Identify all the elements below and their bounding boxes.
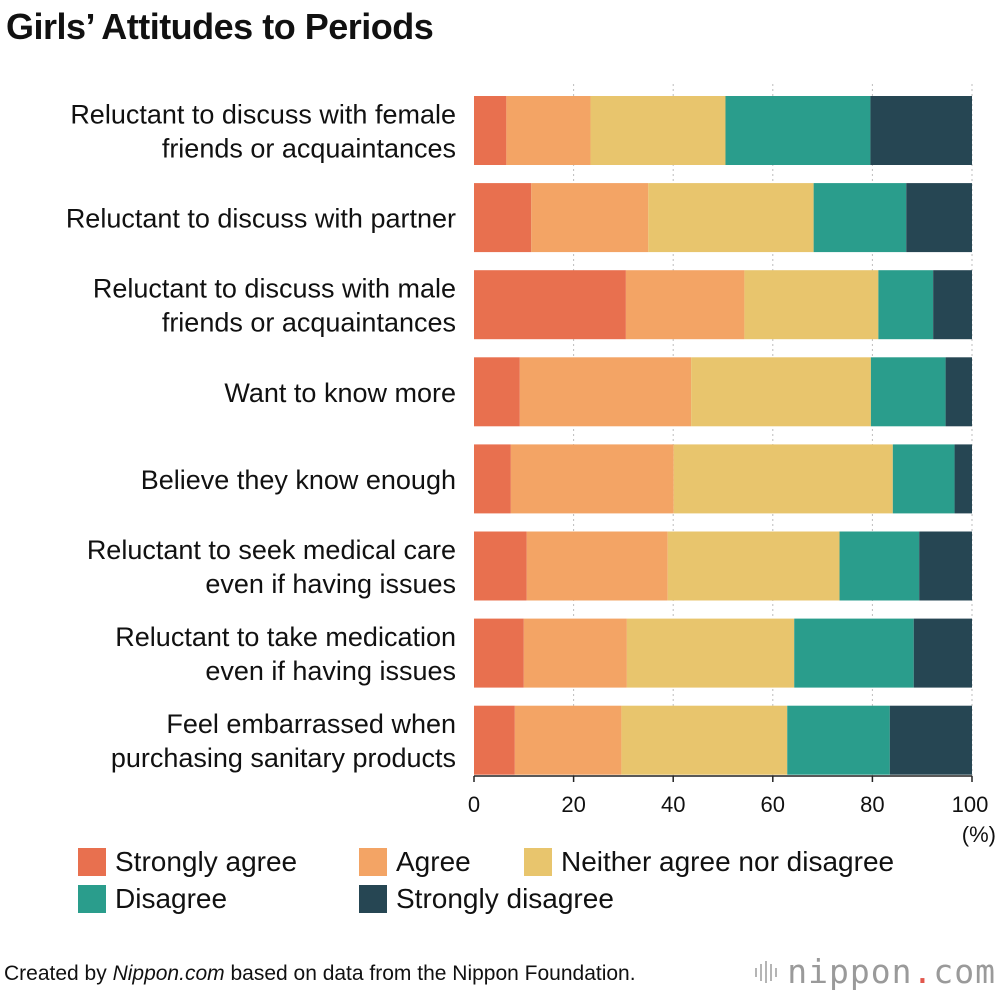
legend-item-strongly-disagree: Strongly disagree xyxy=(359,883,614,915)
x-tick-label: 0 xyxy=(468,792,480,817)
category-label-line: Reluctant to take medication xyxy=(115,622,456,652)
x-tick-label: 60 xyxy=(761,792,785,817)
category-label: Reluctant to seek medical care even if ha… xyxy=(87,535,456,599)
brand-logo: nippon.com xyxy=(753,952,996,991)
bar-segment-strongly-agree xyxy=(474,618,524,688)
bar-segment-agree xyxy=(625,270,745,340)
category-label-line: friends or acquaintances xyxy=(162,308,456,338)
bar-segment-strongly-agree xyxy=(474,357,520,427)
bar-segment-disagree xyxy=(870,357,946,427)
bar-segment-agree xyxy=(531,183,649,253)
legend-label: Neither agree nor disagree xyxy=(561,846,895,877)
x-tick-label: 100 xyxy=(952,792,989,817)
source-prefix: Created by xyxy=(4,962,113,985)
bars xyxy=(474,96,972,775)
bar-segment-disagree xyxy=(813,183,907,253)
bar-segment-strongly-agree xyxy=(474,531,527,601)
category-label-line: friends or acquaintances xyxy=(162,134,456,164)
legend-label: Strongly disagree xyxy=(396,883,614,914)
category-label-line: Feel embarrassed when xyxy=(166,709,456,739)
bar-segment-neither xyxy=(626,618,795,688)
source-credit: Created by Nippon.com based on data from… xyxy=(4,962,636,986)
bar-segment-strongly-agree xyxy=(474,183,532,253)
bar-segment-neither xyxy=(621,705,788,775)
brand-name: nippon xyxy=(787,952,913,991)
bar-segment-disagree xyxy=(794,618,914,688)
bar-segment-strongly-agree xyxy=(474,96,507,165)
legend-item-disagree: Disagree xyxy=(78,883,227,915)
legend-label: Disagree xyxy=(115,883,228,914)
legend-swatch-neither xyxy=(524,848,552,876)
source-suffix: based on data from the Nippon Foundation… xyxy=(224,962,636,985)
x-axis-unit: (%) xyxy=(962,822,996,847)
bar-segment-disagree xyxy=(878,270,934,340)
category-label-line: Reluctant to seek medical care xyxy=(87,535,456,565)
legend-item-strongly-agree: Strongly agree xyxy=(78,846,297,878)
x-axis: 0 20 40 60 80 100 (%) xyxy=(468,775,996,847)
bar-segment-strongly-agree xyxy=(474,444,511,514)
x-tick-label: 80 xyxy=(860,792,884,817)
bar-segment-neither xyxy=(673,444,893,514)
bar-segment-disagree xyxy=(892,444,955,514)
bar-segment-disagree xyxy=(787,705,890,775)
chart-title: Girls’ Attitudes to Periods xyxy=(6,6,434,47)
bar-segment-strongly-disagree xyxy=(889,705,972,775)
bar-segment-strongly-disagree xyxy=(954,444,972,514)
bar-segment-strongly-disagree xyxy=(933,270,972,340)
x-tick-label: 20 xyxy=(561,792,585,817)
legend-item-neither: Neither agree nor disagree xyxy=(524,846,894,878)
bar-segment-strongly-agree xyxy=(474,705,515,775)
category-label: Feel embarrassed when purchasing sanitary… xyxy=(111,709,456,773)
legend-swatch-strongly-agree xyxy=(78,848,106,876)
bar-segment-agree xyxy=(514,705,622,775)
legend-swatch-strongly-disagree xyxy=(359,885,387,913)
nippon-logo-icon xyxy=(755,960,778,983)
bar-segment-agree xyxy=(506,96,591,165)
legend-swatch-disagree xyxy=(78,885,106,913)
category-label-line: Believe they know enough xyxy=(141,465,456,495)
bar-segment-neither xyxy=(648,183,814,253)
category-label: Want to know more xyxy=(224,378,456,408)
category-label-line: Reluctant to discuss with partner xyxy=(66,204,456,234)
legend-item-agree: Agree xyxy=(359,846,471,878)
legend-label: Agree xyxy=(396,846,471,877)
category-labels: Reluctant to discuss with female friends … xyxy=(66,100,456,774)
legend-swatch-agree xyxy=(359,848,387,876)
bar-segment-strongly-disagree xyxy=(945,357,972,427)
bar-segment-strongly-disagree xyxy=(906,183,972,253)
category-label: Believe they know enough xyxy=(141,465,456,495)
stacked-bar-chart: Reluctant to discuss with female friends … xyxy=(66,84,996,847)
bar-segment-neither xyxy=(744,270,879,340)
brand-tld: com xyxy=(933,952,996,991)
category-label-line: even if having issues xyxy=(205,656,456,686)
category-label-line: Reluctant to discuss with female xyxy=(70,100,456,130)
category-label: Reluctant to discuss with partner xyxy=(66,204,456,234)
category-label: Reluctant to discuss with male friends or… xyxy=(93,274,456,338)
category-label-line: Want to know more xyxy=(224,378,456,408)
category-label-line: even if having issues xyxy=(205,569,456,599)
x-tick-label: 40 xyxy=(661,792,685,817)
source-site-name: Nippon.com xyxy=(112,962,225,985)
bar-segment-strongly-disagree xyxy=(913,618,972,688)
bar-segment-strongly-agree xyxy=(474,270,626,340)
bar-segment-agree xyxy=(510,444,674,514)
category-label-line: purchasing sanitary products xyxy=(111,743,456,773)
legend: Strongly agree Agree Neither agree nor d… xyxy=(78,846,978,926)
bar-segment-disagree xyxy=(725,96,871,165)
legend-label: Strongly agree xyxy=(115,846,298,877)
bar-segment-neither xyxy=(691,357,871,427)
bar-segment-neither xyxy=(667,531,840,601)
brand-wordmark: nippon.com xyxy=(787,952,996,991)
bar-segment-strongly-disagree xyxy=(919,531,972,601)
category-label: Reluctant to take medication even if havi… xyxy=(115,622,456,686)
bar-segment-agree xyxy=(519,357,692,427)
bar-segment-strongly-disagree xyxy=(870,96,972,165)
bar-segment-neither xyxy=(590,96,726,165)
category-label: Reluctant to discuss with female friends … xyxy=(70,100,456,164)
category-label-line: Reluctant to discuss with male xyxy=(93,274,456,304)
bar-segment-agree xyxy=(523,618,627,688)
brand-dot: . xyxy=(912,952,934,991)
bar-segment-disagree xyxy=(839,531,920,601)
bar-segment-agree xyxy=(526,531,668,601)
